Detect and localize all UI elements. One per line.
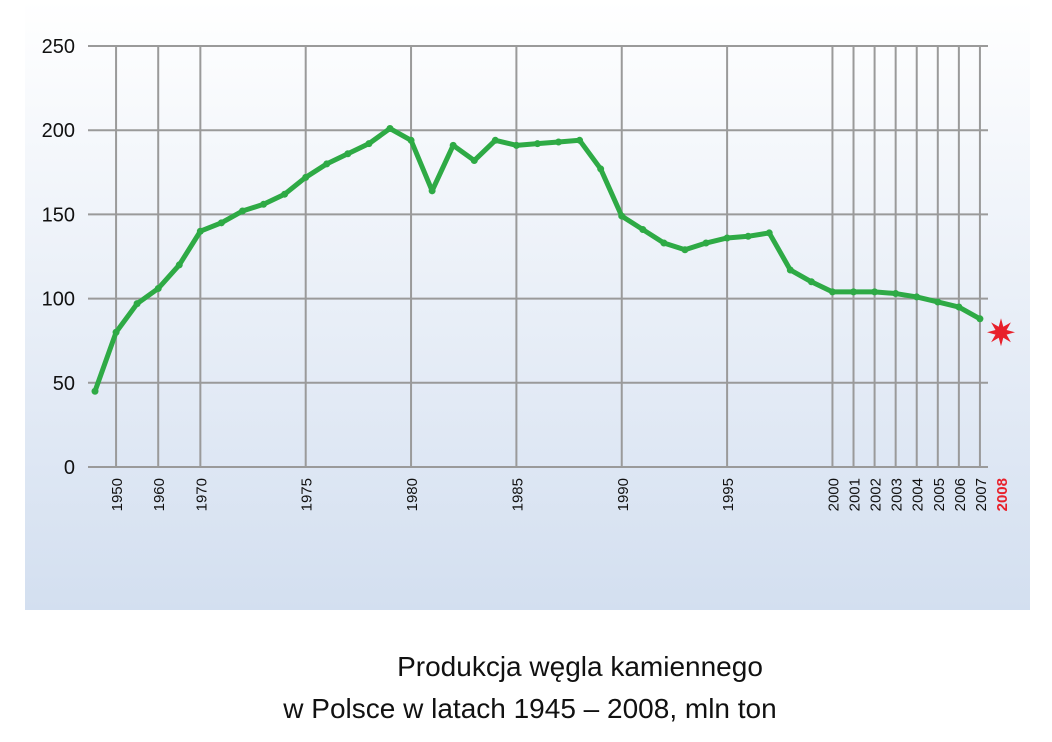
y-tick-label: 250 [42, 36, 75, 58]
highlight-star [987, 318, 1015, 347]
data-point [91, 387, 99, 395]
x-tick-label: 1950 [109, 478, 126, 511]
y-tick-label: 0 [64, 457, 75, 479]
data-point [576, 136, 584, 144]
data-point [154, 284, 162, 292]
data-point [470, 157, 478, 165]
y-tick-label: 150 [42, 204, 75, 226]
data-point [850, 288, 858, 296]
data-point [281, 190, 289, 198]
x-tick-label: 1960 [151, 478, 168, 511]
x-tick-label: 1970 [193, 478, 210, 511]
x-tick-label: 1975 [299, 478, 316, 511]
data-point [512, 141, 520, 149]
data-point [344, 150, 352, 158]
y-tick-label: 100 [42, 289, 75, 311]
x-tick-label: 2008 [994, 478, 1011, 511]
plot-background [25, 0, 1030, 610]
data-point [681, 246, 689, 254]
data-point [407, 136, 415, 144]
data-point [597, 165, 605, 173]
data-point [723, 234, 731, 242]
x-tick-label: 1995 [720, 478, 737, 511]
x-tick-label: 2007 [973, 478, 990, 511]
data-point [386, 125, 394, 133]
data-point [133, 300, 141, 308]
data-point [302, 173, 310, 181]
data-point [238, 207, 246, 215]
x-tick-label: 2006 [952, 478, 969, 511]
data-point [639, 226, 647, 234]
data-point [491, 136, 499, 144]
data-point [786, 266, 794, 274]
data-point [744, 232, 752, 240]
data-point [934, 298, 942, 306]
y-tick-label: 50 [53, 373, 75, 395]
data-point [976, 315, 984, 323]
data-point [913, 293, 921, 301]
data-point [365, 140, 373, 148]
data-point [660, 239, 668, 247]
chart-title: w Polsce w latach 1945 – 2008, mln ton [282, 693, 776, 724]
data-point [871, 288, 879, 296]
data-point [807, 278, 815, 286]
x-tick-label: 2004 [910, 478, 927, 511]
x-tick-label: 2001 [847, 478, 864, 511]
x-tick-label: 2005 [931, 478, 948, 511]
chart-title: Produkcja węgla kamiennego [397, 651, 763, 682]
x-tick-label: 1980 [404, 478, 421, 511]
x-tick-label: 2003 [889, 478, 906, 511]
data-point [323, 160, 331, 168]
data-point [449, 141, 457, 149]
data-point [175, 261, 183, 269]
x-tick-label: 1990 [615, 478, 632, 511]
x-tick-label: 1985 [509, 478, 526, 511]
data-point [112, 328, 120, 336]
data-point [828, 288, 836, 296]
data-point [555, 138, 563, 146]
data-point [765, 229, 773, 237]
x-tick-label: 2000 [825, 478, 842, 511]
data-point [955, 303, 963, 311]
data-point [196, 227, 204, 235]
data-point [260, 200, 268, 208]
data-point [892, 290, 900, 298]
data-point [428, 187, 436, 195]
x-tick-label: 2002 [868, 478, 885, 511]
y-tick-label: 200 [42, 120, 75, 142]
data-point [217, 219, 225, 227]
data-point [702, 239, 710, 247]
data-point [618, 212, 626, 220]
data-point [533, 140, 541, 148]
